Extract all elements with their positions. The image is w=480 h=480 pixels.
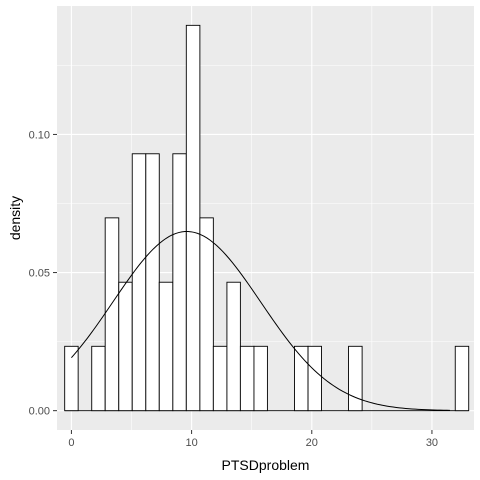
- x-tick-label: 10: [185, 437, 197, 449]
- histogram-bar: [145, 153, 160, 412]
- histogram-bars: [64, 24, 470, 412]
- x-tick-label: 0: [68, 437, 74, 449]
- x-axis-title: PTSDproblem: [222, 457, 310, 473]
- histogram-bar: [454, 345, 470, 412]
- y-tick-label: 0.00: [29, 406, 50, 418]
- histogram-bar: [64, 345, 79, 412]
- histogram-bar: [212, 345, 228, 412]
- histogram-bar: [158, 281, 174, 412]
- histogram-bar: [118, 281, 133, 412]
- density-curve: [71, 231, 450, 411]
- histogram-bar: [172, 153, 187, 412]
- y-tick-label: 0.05: [29, 268, 50, 280]
- histogram-bar: [253, 345, 268, 412]
- y-axis: 0.00 0.05 0.10: [29, 129, 57, 418]
- histogram-bar: [199, 217, 214, 412]
- histogram-bar: [239, 345, 255, 412]
- x-axis: 0 10 20 30: [68, 430, 438, 449]
- histogram-bar: [131, 153, 147, 412]
- y-axis-title: density: [7, 196, 23, 240]
- x-tick-label: 20: [306, 437, 318, 449]
- y-tick-label: 0.10: [29, 129, 50, 141]
- histogram-bar: [104, 217, 120, 412]
- histogram-bar: [91, 345, 106, 412]
- histogram-bar: [185, 24, 201, 412]
- histogram-bar: [226, 281, 241, 412]
- histogram-bar: [348, 345, 363, 412]
- histogram-bar: [307, 345, 322, 412]
- x-tick-label: 30: [426, 437, 438, 449]
